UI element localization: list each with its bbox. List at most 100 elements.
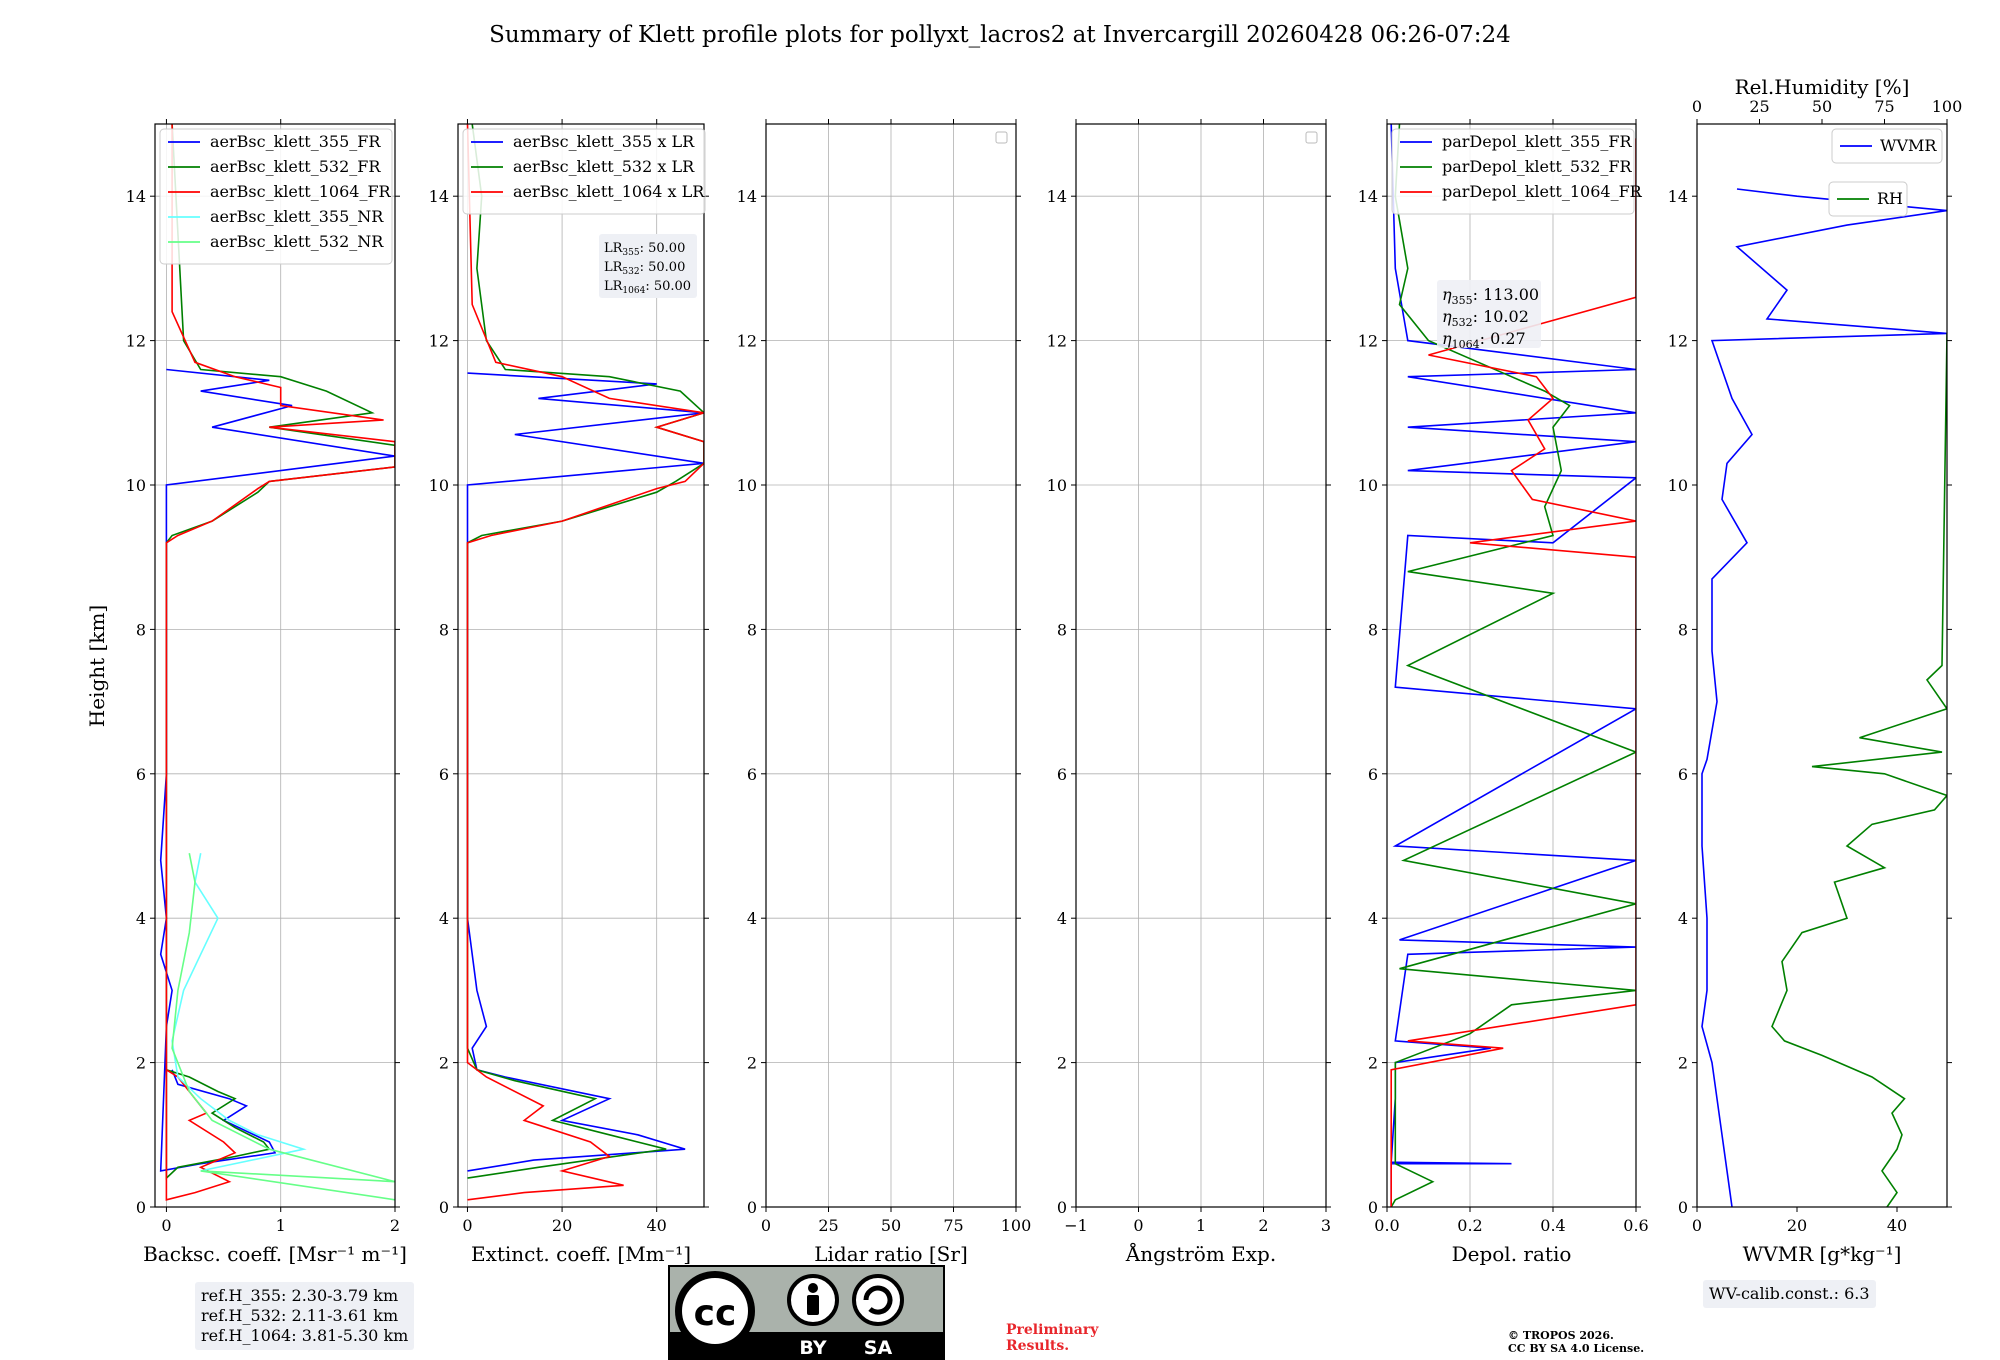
series-group bbox=[1390, 124, 1636, 1207]
y-tick-label: 12 bbox=[1047, 332, 1067, 351]
y-tick-label: 12 bbox=[1668, 332, 1688, 351]
legend-label: aerBsc_klett_532_NR bbox=[210, 232, 384, 251]
license-badge: cc BY SA bbox=[668, 1265, 945, 1360]
y-tick-label: 4 bbox=[1368, 909, 1378, 928]
ref-height-355: ref.H_355: 2.30-3.79 km bbox=[201, 1286, 399, 1305]
by-label: BY bbox=[799, 1337, 826, 1359]
eta-subscript: 1064 bbox=[1452, 338, 1480, 351]
lr-symbol: LR bbox=[604, 241, 624, 256]
cc-circle-inner bbox=[682, 1278, 748, 1344]
lidar-ratio-box bbox=[599, 234, 697, 298]
y-tick-label: 4 bbox=[136, 909, 146, 928]
legend-label: aerBsc_klett_532_FR bbox=[210, 157, 381, 176]
y-tick-label: 0 bbox=[1368, 1198, 1378, 1217]
y-tick-label: 6 bbox=[136, 765, 146, 784]
x-tick-label: 0.0 bbox=[1374, 1216, 1399, 1235]
series-line bbox=[171, 853, 307, 1172]
legend-label: RH bbox=[1877, 189, 1903, 208]
sa-icon-arrow bbox=[863, 1285, 893, 1315]
wv-calibration-box: WV-calib.const.: 6.3 bbox=[1703, 1280, 1876, 1308]
lr-symbol: LR bbox=[604, 279, 624, 294]
y-tick-label: 10 bbox=[737, 476, 757, 495]
x-axis-label: Depol. ratio bbox=[1452, 1242, 1572, 1266]
series-line bbox=[1771, 333, 1947, 1207]
x-tick-label: 3 bbox=[1321, 1216, 1331, 1235]
x-axis-label: Backsc. coeff. [Msr⁻¹ m⁻¹] bbox=[143, 1242, 407, 1266]
y-tick-label: 14 bbox=[1668, 187, 1688, 206]
series-line bbox=[165, 124, 395, 1180]
y-tick-label: 12 bbox=[126, 332, 146, 351]
y-tick-label: 14 bbox=[1047, 187, 1067, 206]
axes-frame bbox=[1386, 123, 1637, 1208]
copyright-line-2: CC BY SA 4.0 License. bbox=[1508, 1342, 1645, 1355]
x-tick-label: 0.2 bbox=[1457, 1216, 1482, 1235]
series-line bbox=[1390, 124, 1636, 1207]
cc-logo-text: cc bbox=[694, 1293, 737, 1334]
panel-5: 0 2 4 6 8 10 12 14 0.0 0.2 0.4 0.6 Depol. ratio parDe… bbox=[1358, 119, 1649, 1266]
y-tick-label: 2 bbox=[136, 1054, 146, 1073]
x2-tick-label: 0 bbox=[1692, 97, 1702, 116]
x-tick-label: 0 bbox=[1692, 1216, 1702, 1235]
copyright-note: © TROPOS 2026. CC BY SA 4.0 License. bbox=[1508, 1329, 1644, 1355]
by-icon-head bbox=[808, 1283, 818, 1293]
empty-legend-box bbox=[1305, 131, 1318, 144]
x-tick-label: 0 bbox=[761, 1216, 771, 1235]
y-tick-label: 6 bbox=[1057, 765, 1067, 784]
preliminary-note: Preliminary Results. bbox=[1006, 1322, 1098, 1354]
series-line bbox=[171, 853, 395, 1201]
x2-tick-label: 25 bbox=[1749, 97, 1769, 116]
eta-value: η355: 113.00 bbox=[1442, 285, 1539, 307]
y-tick-label: 6 bbox=[747, 765, 757, 784]
axes-frame bbox=[154, 123, 396, 1208]
y-tick-label: 12 bbox=[429, 332, 449, 351]
preliminary-line-2: Results. bbox=[1006, 1338, 1070, 1354]
y-axis-label: Height [km] bbox=[85, 605, 109, 727]
x-tick-label: 75 bbox=[943, 1216, 963, 1235]
x-tick-label: 2 bbox=[1258, 1216, 1268, 1235]
legend-label: aerBsc_klett_355_NR bbox=[210, 207, 384, 226]
x2-axis-label: Rel.Humidity [%] bbox=[1735, 75, 1910, 99]
y-tick-label: 8 bbox=[747, 620, 757, 639]
series-line bbox=[159, 368, 395, 1172]
x-tick-label: 25 bbox=[818, 1216, 838, 1235]
x-axis-label: Extinct. coeff. [Mm⁻¹] bbox=[471, 1242, 691, 1266]
lr-number: : 50.00 bbox=[640, 241, 686, 256]
legend-label: aerBsc_klett_355_FR bbox=[210, 132, 381, 151]
y-tick-label: 4 bbox=[747, 909, 757, 928]
lr-number: : 50.00 bbox=[640, 260, 686, 275]
sa-icon bbox=[852, 1274, 904, 1326]
legend-label: aerBsc_klett_1064 x LR bbox=[513, 182, 705, 201]
series-group bbox=[1701, 188, 1947, 1207]
panel-3: 0 2 4 6 8 10 12 14 0 25 50 75 100 Lidar ratio [Sr] bbox=[737, 119, 1032, 1266]
eta-subscript: 532 bbox=[1452, 316, 1473, 329]
y-tick-label: 0 bbox=[1057, 1198, 1067, 1217]
x-tick-label: 0 bbox=[1133, 1216, 1143, 1235]
x-tick-label: 0.6 bbox=[1623, 1216, 1648, 1235]
panel-2: 0 2 4 6 8 10 12 14 0 20 40 Extinct. coeff. [Mm⁻¹] ae… bbox=[429, 119, 709, 1266]
y-tick-label: 10 bbox=[1047, 476, 1067, 495]
x-tick-label: 100 bbox=[1001, 1216, 1032, 1235]
lidar-ratio-value: LR355: 50.00 bbox=[604, 241, 685, 258]
y-tick-label: 0 bbox=[1678, 1198, 1688, 1217]
eta-value: η1064: 0.27 bbox=[1442, 329, 1526, 351]
x-tick-label: 0 bbox=[462, 1216, 472, 1235]
y-tick-label: 8 bbox=[1368, 620, 1378, 639]
x-tick-label: 40 bbox=[1887, 1216, 1907, 1235]
y-tick-label: 8 bbox=[1057, 620, 1067, 639]
y-tick-label: 0 bbox=[747, 1198, 757, 1217]
lr-subscript: 355 bbox=[622, 248, 639, 258]
x2-tick-label: 75 bbox=[1874, 97, 1894, 116]
eta-value: η532: 10.02 bbox=[1442, 307, 1529, 329]
x2-tick-label: 50 bbox=[1812, 97, 1832, 116]
axes-frame bbox=[1696, 123, 1948, 1208]
series-line bbox=[466, 124, 704, 1201]
x-axis-label: Lidar ratio [Sr] bbox=[814, 1242, 968, 1266]
y-tick-label: 8 bbox=[136, 620, 146, 639]
y-tick-label: 10 bbox=[1358, 476, 1378, 495]
x-tick-label: 20 bbox=[552, 1216, 572, 1235]
series-group bbox=[159, 124, 395, 1201]
axes-frame bbox=[457, 123, 705, 1208]
legend-box bbox=[1391, 128, 1635, 215]
